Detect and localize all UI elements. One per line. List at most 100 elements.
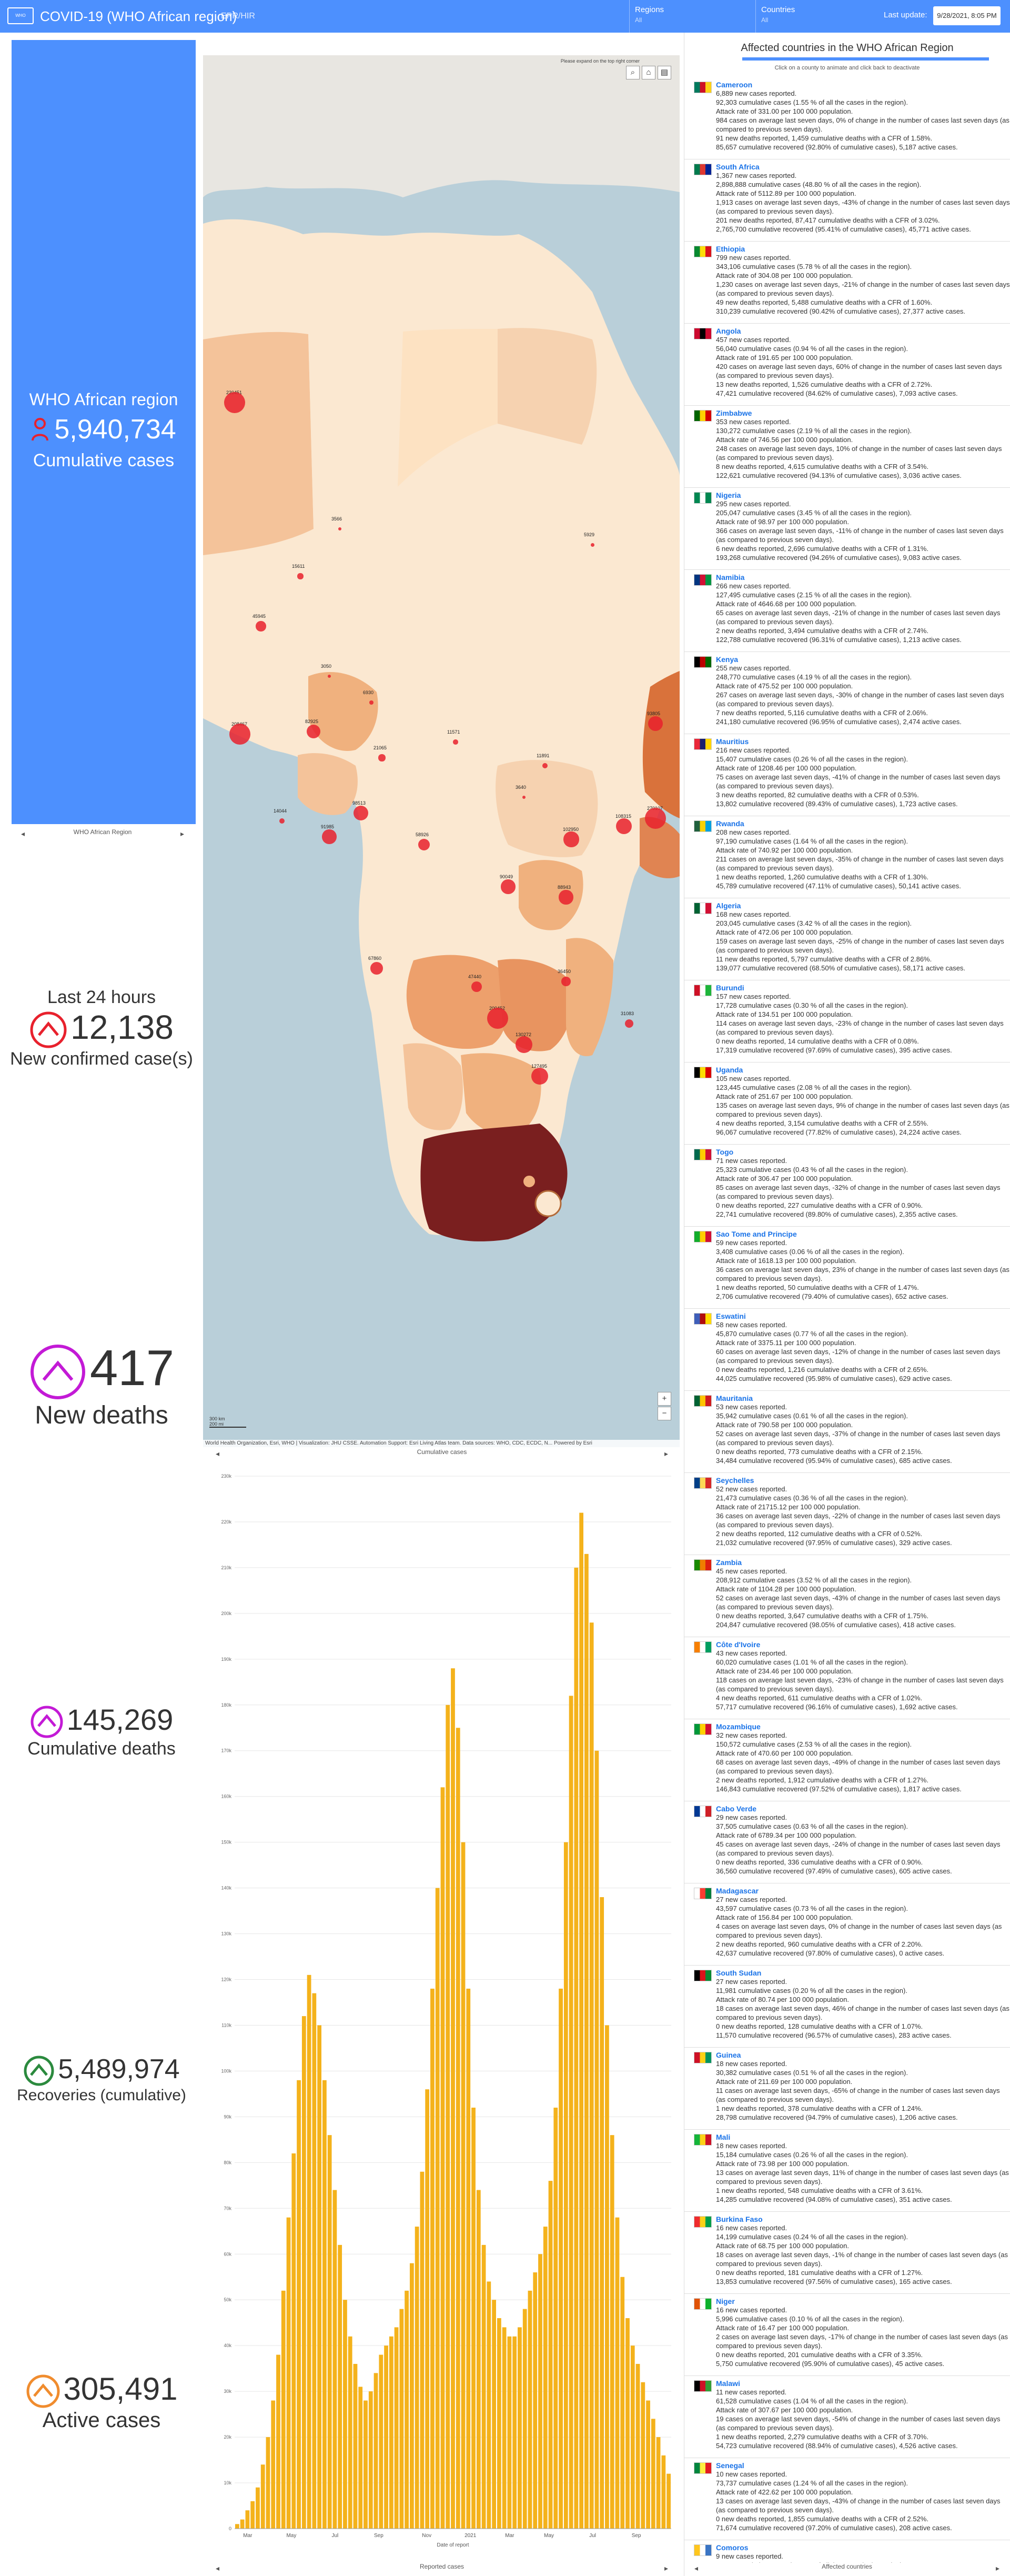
bar[interactable] <box>440 1787 445 2529</box>
map-view[interactable]: 2204513566592915611459453050693021065208… <box>203 55 680 1447</box>
regions-selector[interactable]: Regions All <box>629 0 755 33</box>
map-case-bubble[interactable] <box>370 962 383 975</box>
bar[interactable] <box>451 1668 455 2529</box>
bar[interactable] <box>641 2382 645 2529</box>
bar[interactable] <box>579 1512 583 2529</box>
country-name[interactable]: Madagascar <box>716 1887 759 1895</box>
map-case-bubble[interactable] <box>256 621 266 632</box>
bar[interactable] <box>481 2244 486 2529</box>
bar[interactable] <box>569 1696 573 2529</box>
bar[interactable] <box>635 2363 640 2529</box>
bar[interactable] <box>297 2080 301 2529</box>
country-item[interactable]: Angola 457 new cases reported. 56,040 cumu… <box>684 324 1010 406</box>
country-item[interactable]: Cabo Verde 29 new cases reported. 37,505 c… <box>684 1801 1010 1883</box>
next-arrow-icon[interactable]: ▸ <box>995 2564 999 2572</box>
bar[interactable] <box>291 2153 296 2529</box>
country-item[interactable]: Zambia 45 new cases reported. 208,912 cumu… <box>684 1555 1010 1637</box>
country-item[interactable]: Uganda 105 new cases reported. 123,445 cum… <box>684 1063 1010 1145</box>
map-case-bubble[interactable] <box>322 829 337 844</box>
bar[interactable] <box>338 2244 342 2529</box>
country-item[interactable]: Mozambique 32 new cases reported. 150,572 … <box>684 1719 1010 1801</box>
country-name[interactable]: Uganda <box>716 1066 743 1074</box>
country-name[interactable]: Mauritius <box>716 737 749 746</box>
country-name[interactable]: Zimbabwe <box>716 409 752 417</box>
bar[interactable] <box>405 2290 409 2529</box>
bar[interactable] <box>281 2290 286 2529</box>
bar[interactable] <box>245 2510 250 2529</box>
zoom-out-button[interactable]: − <box>658 1407 671 1420</box>
map-case-bubble[interactable] <box>471 981 482 992</box>
bar[interactable] <box>476 2190 481 2529</box>
bar[interactable] <box>286 2217 291 2529</box>
bar[interactable] <box>651 2419 655 2529</box>
country-name[interactable]: Nigeria <box>716 491 741 499</box>
map-case-bubble[interactable] <box>624 1019 633 1028</box>
country-item[interactable]: South Sudan 27 new cases reported. 11,981 … <box>684 1966 1010 2048</box>
country-name[interactable]: Angola <box>716 327 741 335</box>
map-case-bubble[interactable] <box>501 879 516 894</box>
bar[interactable] <box>317 2025 321 2529</box>
prev-arrow-icon[interactable]: ◂ <box>216 1449 220 1458</box>
map-case-bubble[interactable] <box>353 805 369 821</box>
bar[interactable] <box>420 2171 425 2529</box>
map-case-bubble[interactable] <box>531 1067 549 1085</box>
map-case-bubble[interactable] <box>418 838 430 851</box>
bar[interactable] <box>446 1705 450 2529</box>
bar[interactable] <box>666 2473 671 2529</box>
country-name[interactable]: South Africa <box>716 163 760 171</box>
country-item[interactable]: Senegal 10 new cases reported. 73,737 cumu… <box>684 2458 1010 2540</box>
bar[interactable] <box>533 2272 538 2529</box>
zoom-in-button[interactable]: + <box>658 1392 671 1406</box>
bar[interactable] <box>502 2327 507 2529</box>
bar[interactable] <box>522 2309 527 2529</box>
bar[interactable] <box>266 2437 270 2529</box>
bar[interactable] <box>260 2464 265 2529</box>
bar[interactable] <box>471 2108 476 2529</box>
country-name[interactable]: Zambia <box>716 1558 742 1567</box>
bar[interactable] <box>353 2363 358 2529</box>
bar[interactable] <box>379 2354 383 2529</box>
bar[interactable] <box>610 2135 614 2529</box>
bar[interactable] <box>600 1897 604 2529</box>
country-name[interactable]: Cameroon <box>716 81 753 89</box>
map-case-bubble[interactable] <box>616 818 632 834</box>
country-name[interactable]: Mozambique <box>716 1722 761 1731</box>
country-name[interactable]: Guinea <box>716 2051 741 2059</box>
country-item[interactable]: Mauritania 53 new cases reported. 35,942 c… <box>684 1391 1010 1473</box>
country-item[interactable]: Togo 71 new cases reported. 25,323 cumulat… <box>684 1145 1010 1227</box>
country-name[interactable]: Ethiopia <box>716 245 745 253</box>
country-name[interactable]: Senegal <box>716 2461 744 2470</box>
map-case-bubble[interactable] <box>590 543 594 547</box>
map-case-bubble[interactable] <box>297 573 304 579</box>
prev-arrow-icon[interactable]: ◂ <box>21 829 25 838</box>
bar[interactable] <box>456 1728 460 2529</box>
bar[interactable] <box>368 2391 373 2529</box>
country-name[interactable]: Eswatini <box>716 1312 746 1320</box>
country-name[interactable]: Namibia <box>716 573 745 582</box>
country-item[interactable]: Burundi 157 new cases reported. 17,728 cum… <box>684 980 1010 1063</box>
bar[interactable] <box>646 2400 650 2529</box>
bar[interactable] <box>594 1750 599 2529</box>
country-name[interactable]: Rwanda <box>716 819 744 828</box>
map-case-bubble[interactable] <box>229 724 250 745</box>
country-name[interactable]: Malawi <box>716 2379 740 2388</box>
next-arrow-icon[interactable]: ▸ <box>664 2564 668 2572</box>
country-name[interactable]: Togo <box>716 1148 734 1156</box>
map-case-bubble[interactable] <box>306 724 321 739</box>
country-item[interactable]: Kenya 255 new cases reported. 248,770 cumu… <box>684 652 1010 734</box>
country-item[interactable]: Rwanda 208 new cases reported. 97,190 cumu… <box>684 816 1010 898</box>
home-icon[interactable]: ⌂ <box>642 66 655 79</box>
bar[interactable] <box>507 2336 512 2529</box>
bar[interactable] <box>548 2181 553 2529</box>
bar[interactable] <box>322 2080 327 2529</box>
bar[interactable] <box>348 2336 352 2529</box>
country-name[interactable]: Mauritania <box>716 1394 753 1402</box>
map-case-bubble[interactable] <box>378 754 386 761</box>
bar[interactable] <box>543 2227 548 2529</box>
country-name[interactable]: Algeria <box>716 901 741 910</box>
country-item[interactable]: Burkina Faso 16 new cases reported. 14,199… <box>684 2212 1010 2294</box>
bar[interactable] <box>559 1988 563 2529</box>
bar[interactable] <box>312 1993 317 2529</box>
country-item[interactable]: Zimbabwe 353 new cases reported. 130,272 c… <box>684 406 1010 488</box>
bar[interactable] <box>399 2309 404 2529</box>
